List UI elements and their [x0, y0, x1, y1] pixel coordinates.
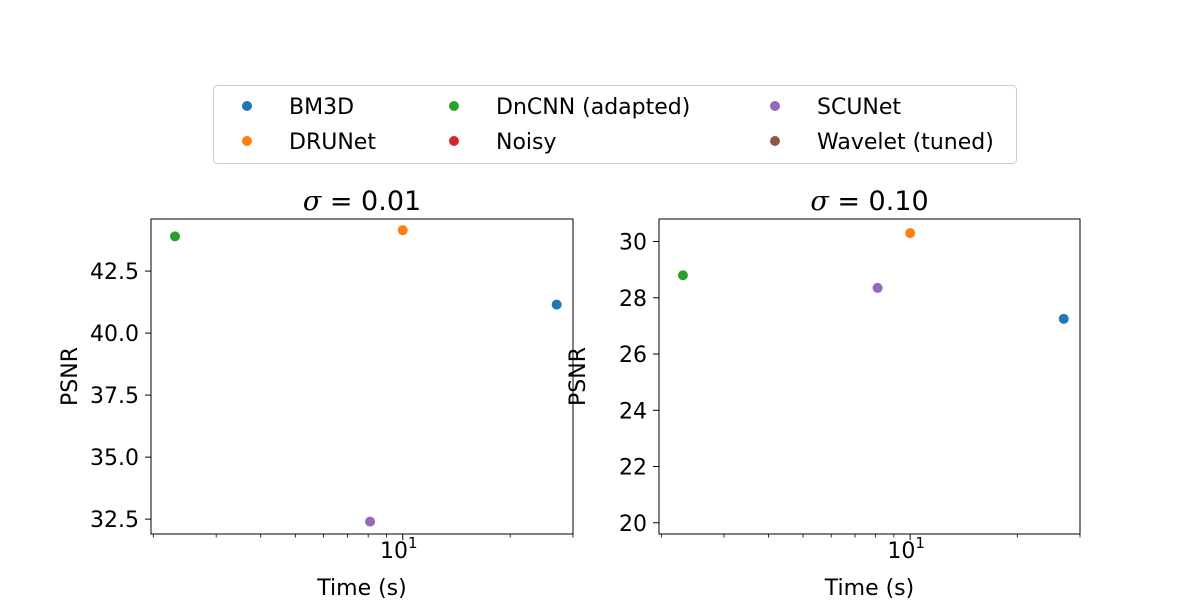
legend-label: SCUNet [817, 95, 901, 120]
point-bm3d [551, 299, 562, 310]
y-tick-label: 22 [619, 456, 647, 481]
legend-marker [770, 101, 780, 111]
y-tick-label: 30 [619, 231, 647, 256]
y-tick-label: 28 [619, 287, 647, 312]
legend-item-bm3d: BM3D [242, 95, 354, 120]
y-axis-label: PSNR [566, 347, 591, 406]
y-tick-label: 35.0 [90, 446, 139, 471]
point-drunet [397, 225, 408, 236]
legend-item-dncnn-adapted: DnCNN (adapted) [449, 95, 690, 120]
x-tick-exponent: 1 [408, 534, 418, 552]
legend-label: Noisy [496, 130, 557, 155]
legend-item-drunet: DRUNet [242, 130, 376, 155]
y-tick-label: 26 [619, 343, 647, 368]
x-tick-base: 10 [887, 539, 915, 564]
legend-marker [449, 136, 459, 146]
subplot-title: σ = 0.10 [810, 186, 928, 217]
title-value: = 0.01 [321, 186, 421, 217]
legend-label: DnCNN (adapted) [496, 95, 690, 120]
y-tick-label: 24 [619, 399, 647, 424]
legend-label: BM3D [289, 95, 354, 120]
x-axis-label: Time (s) [316, 576, 406, 600]
point-bm3d [1058, 313, 1069, 324]
axes-frame [658, 218, 1081, 535]
y-axis-label: PSNR [58, 347, 83, 406]
x-axis-label: Time (s) [824, 576, 914, 600]
y-tick-label: 20 [619, 512, 647, 537]
legend-frame [213, 85, 1017, 164]
subplot-title: σ = 0.01 [303, 186, 421, 217]
subplot-2: σ = 0.10 20 22 24 26 28 30 101 Time (s) PSNR [566, 186, 1081, 600]
x-tick-exponent: 1 [915, 534, 925, 552]
point-dncnn-adapted [170, 231, 181, 242]
x-tick-base: 10 [380, 539, 408, 564]
axes-frame [150, 218, 574, 535]
x-tick-label: 101 [380, 534, 418, 564]
legend-marker [242, 101, 252, 111]
legend-label: Wavelet (tuned) [817, 130, 994, 155]
subplot-1: σ = 0.01 32.5 35.0 37.5 40.0 42.5 101 Time (s) P… [58, 186, 574, 600]
point-dncnn-adapted [677, 270, 688, 281]
legend-marker [449, 101, 459, 111]
y-tick-label: 40.0 [90, 322, 139, 347]
x-tick-label: 101 [887, 534, 925, 564]
legend-item-noisy: Noisy [449, 130, 557, 155]
y-tick-label: 37.5 [90, 384, 139, 409]
legend-item-scunet: SCUNet [770, 95, 901, 120]
legend: BM3D DRUNet DnCNN (adapted) Noisy SCUNet Wave… [213, 85, 1017, 164]
y-tick-label: 32.5 [90, 508, 139, 533]
legend-marker [770, 136, 780, 146]
point-scunet [365, 516, 376, 527]
y-tick-label: 42.5 [90, 260, 139, 285]
point-drunet [905, 228, 916, 239]
point-scunet [872, 282, 883, 293]
title-symbol: σ [810, 186, 830, 217]
legend-item-wavelet-tuned: Wavelet (tuned) [770, 130, 994, 155]
legend-marker [242, 136, 252, 146]
title-value: = 0.10 [829, 186, 929, 217]
legend-label: DRUNet [289, 130, 376, 155]
title-symbol: σ [303, 186, 323, 217]
